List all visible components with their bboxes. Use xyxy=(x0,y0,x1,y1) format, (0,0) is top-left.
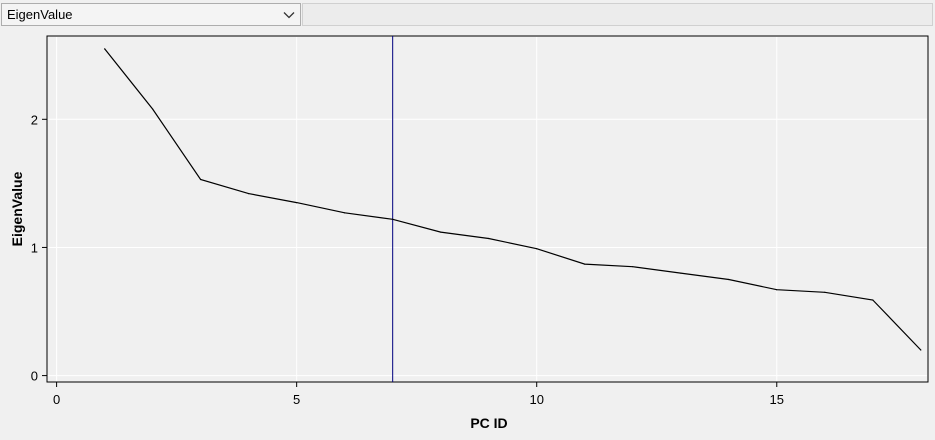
x-tick-label: 10 xyxy=(529,392,543,407)
data-point xyxy=(824,291,826,293)
data-point xyxy=(344,212,346,214)
series-line xyxy=(104,48,922,351)
data-point xyxy=(632,266,634,268)
y-tick-label: 1 xyxy=(31,240,38,255)
x-axis-title: PC ID xyxy=(470,415,507,431)
data-point xyxy=(440,231,442,233)
grid-lines xyxy=(48,37,927,381)
y-tick-label: 2 xyxy=(31,112,38,127)
y-axis-title: EigenValue xyxy=(9,171,25,246)
series-points xyxy=(104,48,922,351)
data-point xyxy=(728,278,730,281)
data-point xyxy=(680,272,682,274)
data-point xyxy=(488,237,490,240)
x-tick-label: 0 xyxy=(53,392,60,407)
data-point xyxy=(152,108,154,110)
y-ticks: 0 1 2 xyxy=(31,112,47,384)
data-point xyxy=(584,263,586,265)
variable-select-value: EigenValue xyxy=(7,7,73,22)
x-tick-label: 5 xyxy=(293,392,300,407)
x-tick-label: 15 xyxy=(770,392,784,407)
data-point xyxy=(392,218,394,220)
chevron-down-icon[interactable] xyxy=(278,4,300,25)
data-point xyxy=(872,299,874,301)
x-ticks: 0 5 10 15 xyxy=(53,382,784,407)
plot-area xyxy=(46,35,929,383)
data-point xyxy=(920,349,922,351)
data-point xyxy=(200,178,202,181)
data-point xyxy=(248,193,250,195)
toolbar-empty-area xyxy=(302,3,933,26)
data-point xyxy=(296,201,298,204)
data-point xyxy=(776,289,778,291)
data-point xyxy=(104,48,106,50)
data-point xyxy=(536,248,538,250)
y-tick-label: 0 xyxy=(31,369,38,384)
variable-select[interactable]: EigenValue xyxy=(1,3,301,26)
